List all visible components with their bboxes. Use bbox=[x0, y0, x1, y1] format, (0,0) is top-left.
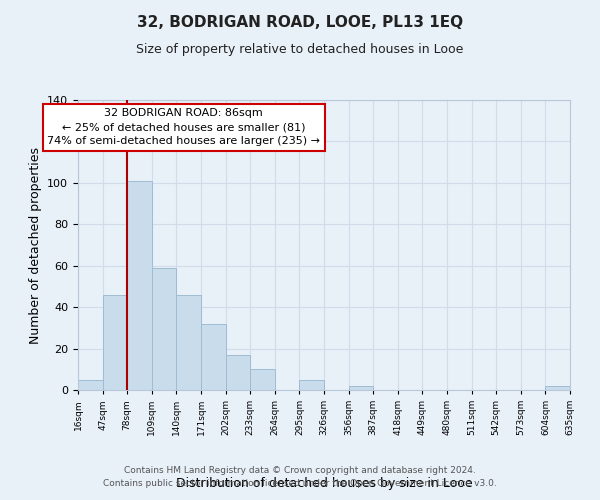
Bar bbox=[299, 380, 324, 390]
Bar bbox=[545, 386, 570, 390]
Bar bbox=[201, 324, 226, 390]
Bar bbox=[127, 181, 152, 390]
Text: 32 BODRIGAN ROAD: 86sqm
← 25% of detached houses are smaller (81)
74% of semi-de: 32 BODRIGAN ROAD: 86sqm ← 25% of detache… bbox=[47, 108, 320, 146]
Text: 32, BODRIGAN ROAD, LOOE, PL13 1EQ: 32, BODRIGAN ROAD, LOOE, PL13 1EQ bbox=[137, 15, 463, 30]
Bar bbox=[176, 294, 201, 390]
Bar bbox=[349, 386, 373, 390]
Bar bbox=[250, 370, 275, 390]
Bar bbox=[152, 268, 176, 390]
Bar bbox=[103, 294, 127, 390]
Bar bbox=[78, 380, 103, 390]
Text: Contains HM Land Registry data © Crown copyright and database right 2024.
Contai: Contains HM Land Registry data © Crown c… bbox=[103, 466, 497, 487]
X-axis label: Distribution of detached houses by size in Looe: Distribution of detached houses by size … bbox=[176, 477, 472, 490]
Bar bbox=[226, 355, 250, 390]
Text: Size of property relative to detached houses in Looe: Size of property relative to detached ho… bbox=[136, 42, 464, 56]
Y-axis label: Number of detached properties: Number of detached properties bbox=[29, 146, 41, 344]
